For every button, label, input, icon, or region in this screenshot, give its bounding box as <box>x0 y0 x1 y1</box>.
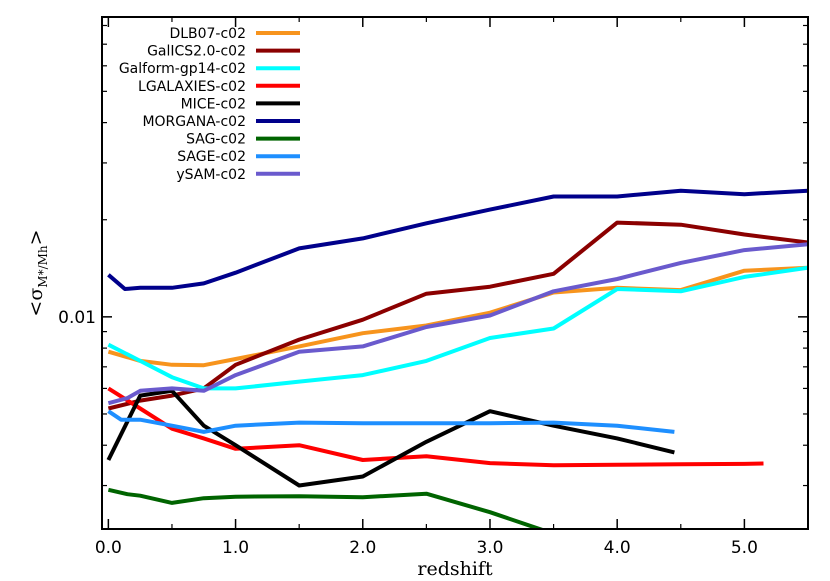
legend-label: DLB07-c02 <box>169 26 246 42</box>
legend-label: GalICS2.0-c02 <box>147 44 246 60</box>
legend-label: ySAM-c02 <box>176 167 246 183</box>
legend-label: SAG-c02 <box>186 132 246 148</box>
y-tick-label: 0.01 <box>58 308 96 328</box>
series-layer <box>106 188 808 529</box>
series-line-2 <box>107 220 808 411</box>
series-line-8 <box>107 409 675 434</box>
series-line-9 <box>107 242 808 406</box>
tick-layer: 0.0 1.0 2.0 3.0 4.0 5.0 0.01 <box>58 17 808 558</box>
legend-label: LGALAXIES-c02 <box>138 79 246 95</box>
series-line-5 <box>106 388 675 488</box>
series-line-7 <box>107 487 545 529</box>
x-tick-label: 0.0 <box>95 538 122 558</box>
y-axis-title-prefix: <σ <box>25 288 47 317</box>
x-axis-title: redshift <box>417 558 493 580</box>
series-line-3 <box>107 265 808 391</box>
x-tick-label: 4.0 <box>604 538 631 558</box>
x-tick-label: 5.0 <box>731 538 758 558</box>
x-tick-label: 2.0 <box>349 538 376 558</box>
plot-frame <box>101 16 809 530</box>
y-axis-title-subscript: M*/Mh <box>36 245 50 288</box>
legend-label: Galform-gp14-c02 <box>119 61 246 77</box>
legend-label: MORGANA-c02 <box>142 114 246 130</box>
legend-label: MICE-c02 <box>181 96 246 112</box>
x-tick-label: 3.0 <box>476 538 503 558</box>
y-axis-title: <σM*/Mh> <box>25 229 50 316</box>
x-tick-label: 1.0 <box>222 538 249 558</box>
y-axis-title-suffix: > <box>25 229 47 245</box>
series-line-6 <box>107 188 808 291</box>
legend-label: SAGE-c02 <box>177 149 246 165</box>
